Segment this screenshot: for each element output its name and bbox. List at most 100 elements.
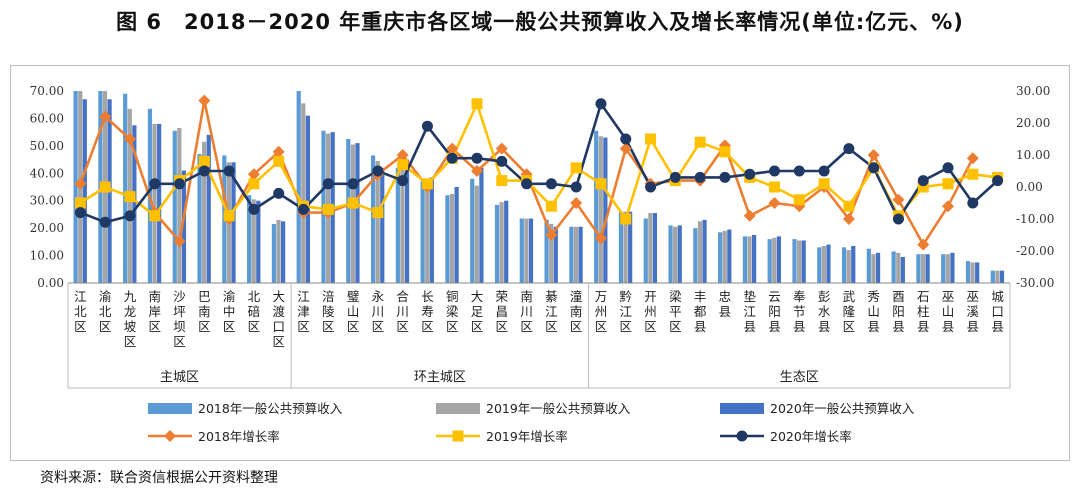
- category-label: 北碚区: [248, 289, 261, 334]
- bar: [400, 166, 405, 283]
- category-label: 万州区: [595, 289, 608, 334]
- bar: [920, 254, 926, 283]
- bar: [975, 262, 980, 283]
- line-point: [322, 178, 334, 190]
- legend-label: 2019年一般公共预算收入: [486, 401, 631, 416]
- category-label: 奉节县: [793, 289, 806, 334]
- bar: [73, 91, 78, 283]
- category-label: 酉阳县: [892, 289, 905, 334]
- bar: [668, 225, 673, 283]
- right-axis-tick-label: -20.00: [1016, 244, 1054, 258]
- category-label: 永川区: [372, 289, 385, 334]
- line-point: [769, 165, 780, 177]
- left-axis-tick-label: 30.00: [30, 194, 64, 208]
- bar: [673, 226, 678, 283]
- legend-label: 2019年增长率: [486, 429, 568, 444]
- chart-title: 图 6 2018－2020 年重庆市各区域一般公共预算收入及增长率情况(单位:亿…: [116, 10, 964, 34]
- bar: [598, 136, 603, 283]
- line-point: [768, 197, 781, 209]
- line-point: [223, 210, 235, 222]
- group-label: 主城区: [160, 370, 199, 385]
- bar: [578, 226, 583, 283]
- bar: [796, 240, 802, 283]
- category-label: 巫山县: [942, 289, 955, 334]
- legend-label: 2020年一般公共预算收入: [770, 401, 915, 416]
- bar: [990, 270, 995, 283]
- line-point: [247, 168, 260, 181]
- left-axis-tick-label: 60.00: [30, 111, 64, 125]
- line-point: [570, 162, 582, 174]
- bar: [871, 254, 876, 283]
- legend-swatch: [148, 403, 192, 414]
- bar: [152, 123, 157, 284]
- line-point: [74, 177, 87, 190]
- line-point: [471, 152, 483, 164]
- line-point: [818, 178, 830, 190]
- category-label: 铜梁区: [446, 289, 459, 334]
- line-point: [397, 159, 409, 171]
- category-label: 九龙坡区: [124, 289, 137, 349]
- line-point: [842, 213, 855, 225]
- line-point: [719, 146, 731, 158]
- bar: [801, 240, 806, 283]
- bar: [648, 213, 653, 283]
- line-point: [347, 197, 359, 209]
- bar: [296, 91, 301, 283]
- series-line: [79, 102, 999, 224]
- line-point: [452, 430, 464, 442]
- bar: [479, 167, 484, 283]
- bar: [693, 228, 698, 283]
- line-point: [248, 178, 260, 190]
- line-point: [397, 175, 409, 187]
- line-point: [620, 133, 632, 145]
- line-point: [273, 187, 285, 199]
- category-label: 秀山县: [867, 289, 880, 334]
- line-point: [966, 152, 979, 165]
- bar: [618, 211, 624, 283]
- bar: [499, 202, 504, 283]
- bar: [722, 230, 727, 283]
- bar: [132, 125, 137, 284]
- bar: [776, 236, 781, 283]
- bar: [900, 256, 905, 283]
- bar: [380, 167, 385, 283]
- category-label: 武隆区: [843, 289, 856, 334]
- bar: [276, 219, 281, 283]
- bar: [355, 143, 360, 283]
- line-point: [421, 120, 433, 132]
- line-point: [164, 430, 176, 442]
- left-axis-tick-label: 10.00: [30, 249, 64, 263]
- left-axis-tick-label: 20.00: [30, 221, 64, 235]
- line-point: [769, 181, 780, 193]
- bar: [817, 247, 822, 283]
- bar: [231, 162, 236, 283]
- right-axis-tick-label: -30.00: [1016, 276, 1054, 290]
- bar: [702, 219, 707, 283]
- category-label: 巴南区: [198, 289, 211, 334]
- bar: [623, 211, 628, 283]
- legend-swatch: [436, 403, 480, 414]
- bar: [504, 200, 509, 283]
- line-point: [942, 178, 954, 190]
- line-point: [892, 213, 904, 225]
- line-point: [123, 133, 136, 145]
- bar: [544, 219, 549, 283]
- bar: [172, 130, 177, 283]
- category-label: 合川区: [396, 289, 409, 334]
- line-point: [99, 216, 111, 228]
- line-point: [545, 178, 557, 190]
- line-point: [545, 200, 557, 212]
- bar: [197, 154, 202, 283]
- group-label: 生态区: [780, 370, 819, 385]
- category-label: 云阳县: [768, 289, 781, 334]
- line-point: [545, 229, 558, 241]
- bar: [206, 134, 211, 283]
- group-label: 环主城区: [414, 370, 466, 385]
- bar: [767, 239, 772, 283]
- line-point: [570, 181, 582, 193]
- line-point: [372, 207, 384, 219]
- bar: [846, 250, 851, 283]
- line-point: [471, 98, 483, 110]
- bar: [826, 244, 831, 283]
- bar: [519, 218, 524, 283]
